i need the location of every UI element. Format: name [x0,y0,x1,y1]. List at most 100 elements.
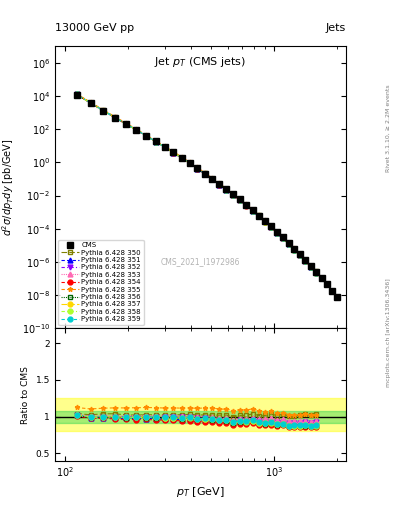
CMS [250,207,255,214]
Pythia 6.428 357 [237,197,242,203]
Pythia 6.428 356 [250,208,255,214]
CMS [187,160,192,166]
Pythia 6.428 352 [217,181,222,187]
Pythia 6.428 355 [303,257,308,263]
Text: CMS_2021_I1972986: CMS_2021_I1972986 [161,258,240,266]
Pythia 6.428 359 [74,91,79,97]
Pythia 6.428 355 [269,223,274,229]
Pythia 6.428 353 [113,114,118,120]
Pythia 6.428 351 [210,176,215,182]
Pythia 6.428 350 [298,251,302,257]
CMS [171,150,176,156]
Pythia 6.428 358 [171,150,176,156]
Pythia 6.428 354 [281,236,285,242]
Pythia 6.428 353 [269,223,274,229]
Pythia 6.428 355 [237,196,242,202]
Pythia 6.428 355 [263,217,267,223]
Pythia 6.428 359 [250,207,255,214]
CMS [330,288,334,294]
Pythia 6.428 356 [217,181,222,187]
Pythia 6.428 359 [101,108,106,114]
Pythia 6.428 354 [231,192,235,198]
Pythia 6.428 359 [134,127,139,133]
CMS [134,127,139,133]
CMS [153,138,158,144]
Pythia 6.428 350 [263,218,267,224]
Line: Pythia 6.428 354: Pythia 6.428 354 [74,92,319,275]
Pythia 6.428 357 [292,246,297,252]
Pythia 6.428 353 [237,197,242,203]
Pythia 6.428 350 [224,186,229,192]
Pythia 6.428 355 [292,245,297,251]
Pythia 6.428 350 [292,245,297,251]
Pythia 6.428 352 [203,170,208,177]
CMS [319,275,324,281]
Pythia 6.428 351 [281,235,285,241]
Pythia 6.428 357 [309,264,313,270]
Pythia 6.428 355 [250,206,255,212]
Pythia 6.428 356 [286,241,291,247]
Pythia 6.428 352 [286,241,291,247]
Pythia 6.428 356 [275,230,279,236]
CMS [275,229,279,235]
Pythia 6.428 353 [179,155,184,161]
Pythia 6.428 353 [298,252,302,258]
Pythia 6.428 351 [123,121,128,127]
Pythia 6.428 359 [187,160,192,166]
Pythia 6.428 357 [134,127,139,133]
Pythia 6.428 353 [144,133,149,139]
Text: Jets: Jets [325,23,346,33]
Pythia 6.428 358 [244,202,249,208]
Pythia 6.428 355 [281,234,285,240]
Pythia 6.428 357 [187,160,192,166]
Pythia 6.428 358 [153,139,158,145]
Pythia 6.428 357 [144,133,149,139]
Pythia 6.428 351 [314,269,319,275]
CMS [292,246,297,252]
Pythia 6.428 352 [123,121,128,127]
Pythia 6.428 351 [179,155,184,161]
Pythia 6.428 351 [257,213,261,219]
Pythia 6.428 355 [244,201,249,207]
Pythia 6.428 354 [153,139,158,145]
Pythia 6.428 354 [144,133,149,139]
Pythia 6.428 352 [210,176,215,182]
CMS [281,234,285,241]
Pythia 6.428 356 [257,213,261,219]
Pythia 6.428 358 [134,127,139,133]
Pythia 6.428 352 [88,100,93,106]
Pythia 6.428 357 [286,241,291,247]
Pythia 6.428 358 [113,115,118,121]
Pythia 6.428 353 [281,234,285,241]
Pythia 6.428 358 [224,186,229,193]
Pythia 6.428 353 [134,127,139,133]
Pythia 6.428 354 [134,127,139,133]
Pythia 6.428 353 [74,91,79,97]
Pythia 6.428 350 [309,263,313,269]
Pythia 6.428 358 [314,270,319,276]
Text: mcplots.cern.ch [arXiv:1306.3436]: mcplots.cern.ch [arXiv:1306.3436] [386,279,391,387]
Pythia 6.428 351 [250,208,255,214]
Pythia 6.428 353 [123,121,128,127]
Pythia 6.428 357 [113,115,118,121]
Pythia 6.428 351 [74,92,79,98]
Pythia 6.428 352 [257,213,261,219]
Pythia 6.428 359 [292,246,297,252]
Pythia 6.428 357 [275,229,279,236]
Pythia 6.428 358 [298,252,302,259]
Pythia 6.428 357 [217,181,222,187]
Pythia 6.428 354 [286,241,291,247]
Pythia 6.428 359 [257,213,261,219]
Pythia 6.428 357 [224,186,229,193]
Pythia 6.428 356 [244,202,249,208]
Pythia 6.428 358 [237,197,242,203]
Pythia 6.428 355 [187,159,192,165]
CMS [179,155,184,161]
Pythia 6.428 354 [292,247,297,253]
Pythia 6.428 350 [275,229,279,235]
Pythia 6.428 352 [187,160,192,166]
Pythia 6.428 355 [257,212,261,218]
Pythia 6.428 355 [224,185,229,191]
Line: Pythia 6.428 355: Pythia 6.428 355 [74,91,319,274]
Pythia 6.428 357 [74,91,79,97]
